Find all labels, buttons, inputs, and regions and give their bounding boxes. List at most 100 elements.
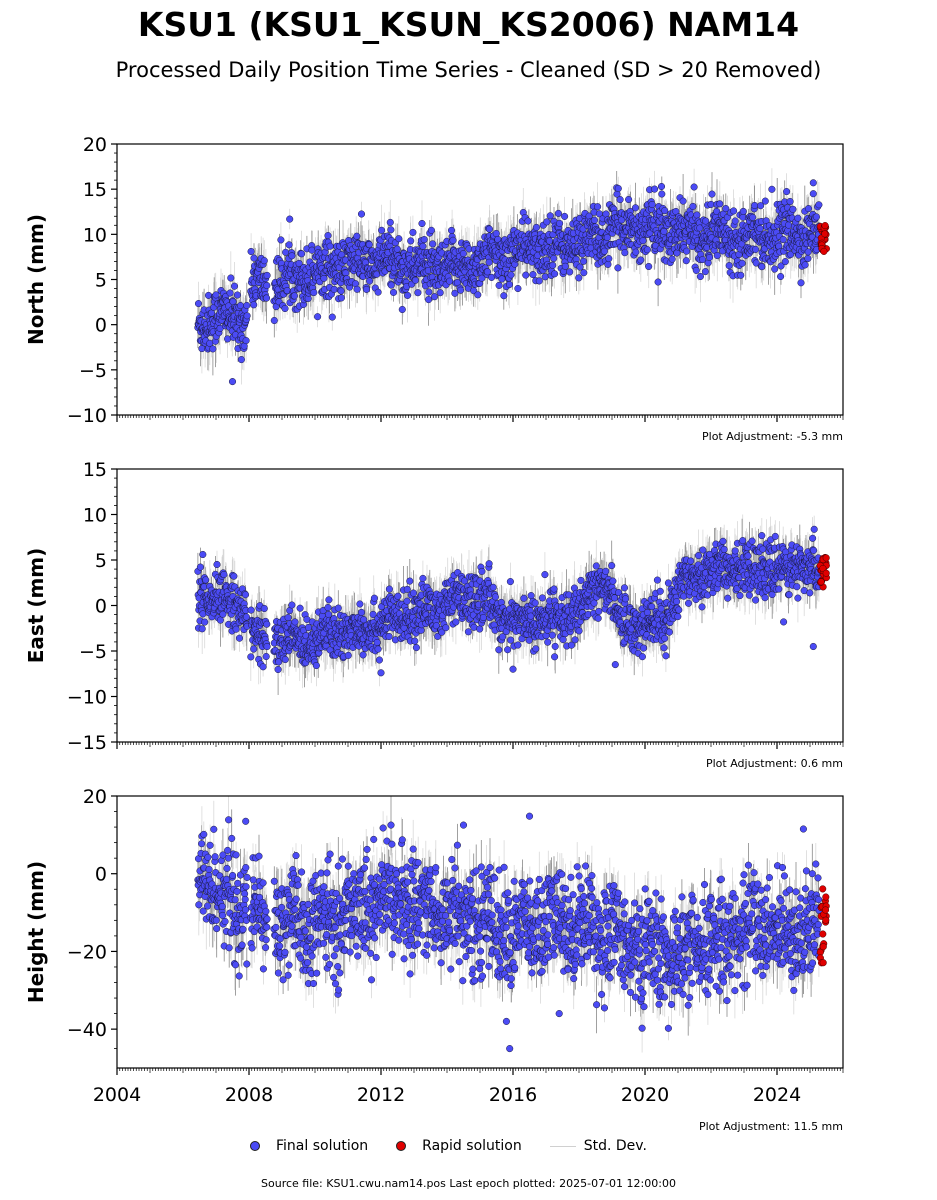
final-point <box>794 214 802 222</box>
final-point <box>731 217 739 225</box>
final-point <box>690 183 698 191</box>
final-point <box>682 257 690 265</box>
final-point <box>716 200 724 208</box>
final-point <box>576 263 584 271</box>
final-point <box>324 232 332 240</box>
final-point <box>801 261 809 269</box>
final-point <box>492 229 500 238</box>
final-point <box>404 291 412 299</box>
final-point <box>243 301 251 310</box>
final-point <box>696 272 704 281</box>
final-point <box>543 218 551 226</box>
final-point <box>387 281 395 289</box>
final-point <box>749 213 757 221</box>
final-point <box>789 205 797 213</box>
final-point <box>752 245 760 253</box>
final-point <box>457 286 465 294</box>
final-point <box>751 201 759 210</box>
final-point <box>507 271 515 279</box>
final-point <box>605 255 613 263</box>
final-point <box>701 268 709 276</box>
final-point <box>631 204 640 212</box>
final-point <box>505 280 514 289</box>
final-point <box>330 285 338 293</box>
final-point <box>263 271 271 279</box>
final-point <box>738 259 746 267</box>
final-point <box>566 268 574 276</box>
final-point <box>242 337 250 345</box>
final-point <box>522 271 530 279</box>
final-point <box>707 200 715 208</box>
chart-title: KSU1 (KSU1_KSUN_KS2006) NAM14 <box>137 5 800 44</box>
final-point <box>337 294 345 302</box>
y-axis-label: North (mm) <box>24 214 48 345</box>
rapid-point <box>821 230 829 238</box>
final-point <box>594 203 602 211</box>
final-point <box>637 256 645 264</box>
final-point <box>739 207 747 215</box>
final-point <box>804 248 812 256</box>
panel-0-data <box>194 168 830 386</box>
final-point <box>353 232 361 240</box>
final-point <box>725 262 733 270</box>
final-point <box>775 242 783 250</box>
final-point <box>708 190 716 198</box>
final-point <box>616 196 624 204</box>
final-point <box>353 285 361 293</box>
final-point <box>418 219 426 228</box>
plot-adjustment-note: Plot Adjustment: -5.3 mm <box>702 430 843 443</box>
final-point <box>549 261 557 269</box>
final-point <box>212 291 220 299</box>
final-point <box>260 257 268 265</box>
final-point <box>237 356 245 364</box>
final-point <box>226 289 234 297</box>
final-point <box>328 313 336 321</box>
final-point <box>561 212 569 220</box>
final-point <box>282 248 290 256</box>
final-point <box>314 313 322 321</box>
final-point <box>804 254 812 263</box>
y-tick-label: 5 <box>95 270 107 292</box>
final-point <box>551 270 559 278</box>
final-point <box>230 282 239 290</box>
final-point <box>777 272 785 281</box>
rapid-point <box>820 247 828 255</box>
final-point <box>407 237 415 245</box>
final-point <box>771 265 779 273</box>
final-point <box>730 207 738 215</box>
final-point <box>425 288 433 296</box>
final-point <box>784 221 793 229</box>
final-point <box>604 260 612 268</box>
final-point <box>395 235 403 243</box>
final-point <box>812 213 820 221</box>
final-point <box>632 248 640 256</box>
final-point <box>310 288 318 297</box>
y-tick-label: −10 <box>67 405 107 427</box>
final-point <box>387 226 395 234</box>
final-point <box>541 273 549 281</box>
y-tick-label: 20 <box>83 134 107 156</box>
y-tick-label: −5 <box>79 360 107 382</box>
final-point <box>777 262 785 270</box>
final-point <box>425 296 433 304</box>
final-point <box>535 277 543 285</box>
final-point <box>419 242 427 250</box>
final-point <box>429 240 437 248</box>
final-point <box>447 226 456 234</box>
final-point <box>645 262 653 271</box>
final-point <box>705 253 714 262</box>
final-point <box>651 185 659 193</box>
final-point <box>556 219 564 227</box>
final-point <box>575 274 583 282</box>
final-point <box>228 378 237 386</box>
final-point <box>713 207 721 216</box>
final-point <box>524 217 532 225</box>
final-point <box>436 289 444 297</box>
final-point <box>761 197 769 205</box>
final-point <box>362 285 371 293</box>
final-point <box>722 205 730 213</box>
final-point <box>263 281 271 290</box>
final-point <box>756 225 764 233</box>
final-point <box>546 237 554 245</box>
